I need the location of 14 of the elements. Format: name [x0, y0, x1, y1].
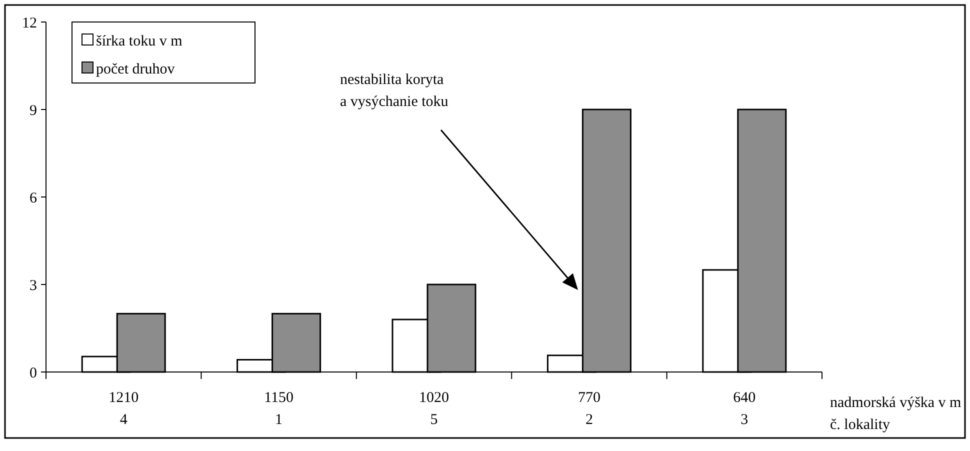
- x-axis-title: nadmorská výška v m č. lokality: [830, 395, 962, 433]
- legend-label: šírka toku v m: [96, 33, 183, 50]
- x-tick-label: 1210 4: [108, 390, 139, 428]
- x-tick-label: 1150 1: [264, 390, 294, 428]
- x-tick-label: 1020 5: [419, 390, 449, 428]
- y-tick-label: 12: [22, 15, 37, 32]
- x-tick-label: 640 3: [733, 390, 756, 428]
- y-tick-label: 9: [30, 102, 37, 119]
- annotation: nestabilita koryta a vysýchanie toku: [340, 72, 449, 110]
- y-tick-label: 3: [30, 278, 37, 294]
- x-tick-label: 770 2: [578, 390, 600, 428]
- legend-label: počet druhov: [96, 61, 176, 78]
- y-tick-label: 6: [30, 190, 38, 206]
- y-tick-label: 0: [30, 365, 37, 382]
